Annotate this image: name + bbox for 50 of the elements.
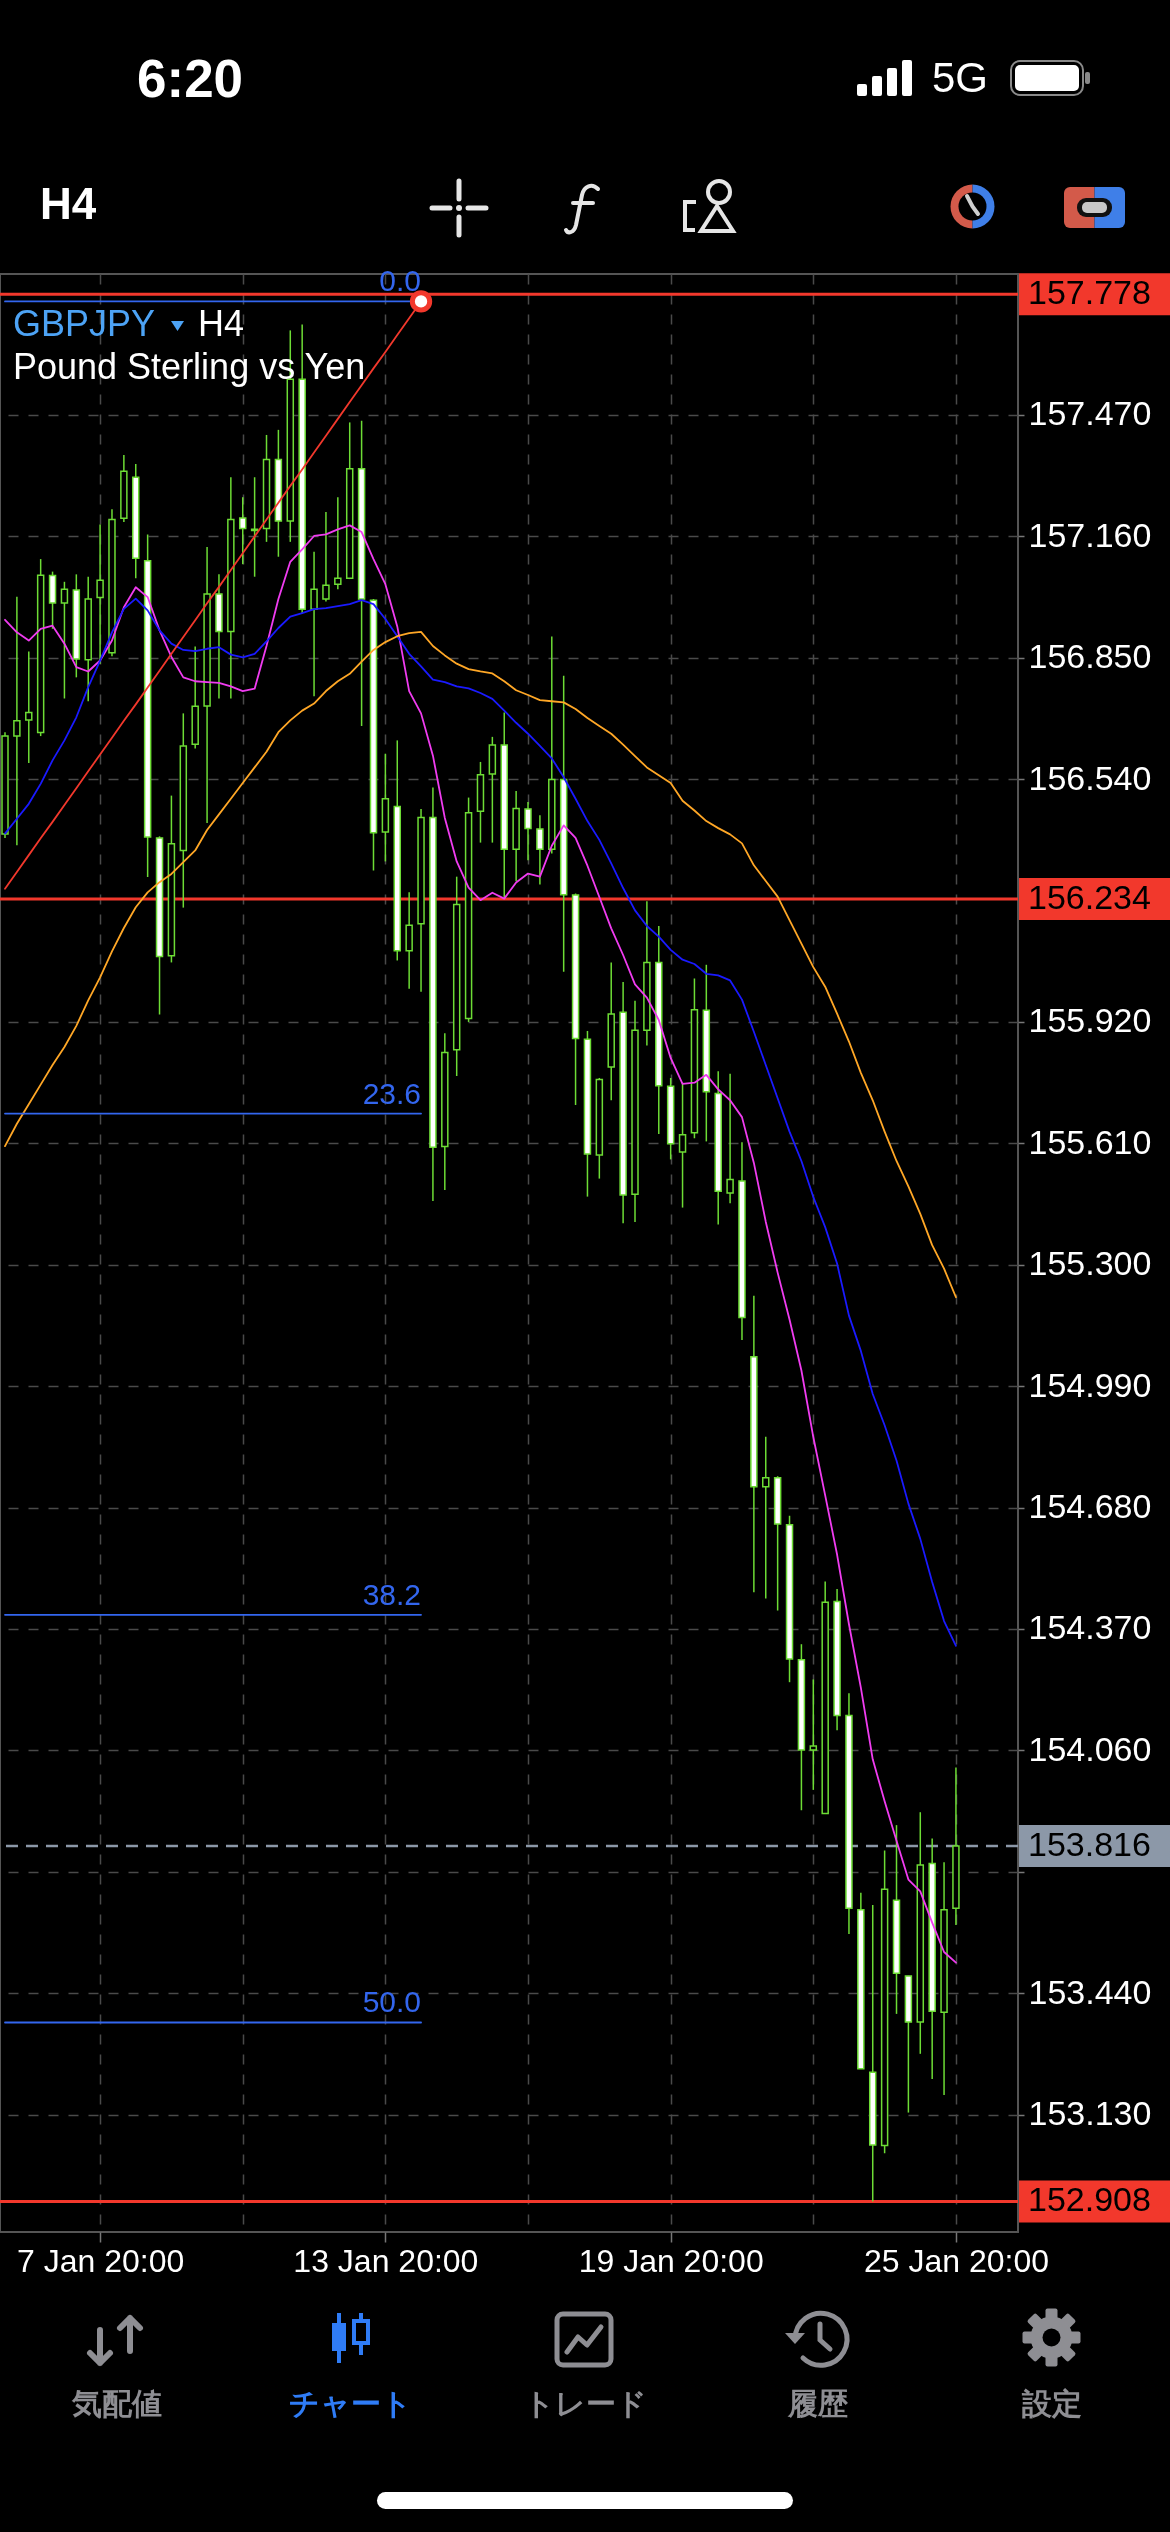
text: 履歴 <box>788 2387 848 2420</box>
candlestick <box>762 1435 770 1600</box>
ref-line-label: 152.908 <box>1028 2180 1151 2219</box>
x-tick-label: 13 Jan 20:00 <box>293 2242 479 2279</box>
y-tick-label: 154.990 <box>1028 1365 1152 1404</box>
candlestick <box>322 511 330 603</box>
line-series <box>4 524 957 1964</box>
candlestick <box>238 496 247 565</box>
text: 設定 <box>1022 2387 1082 2420</box>
y-tick-label: 153.440 <box>1028 1972 1152 2011</box>
y-tick-label: 157.160 <box>1028 515 1152 554</box>
candlestick <box>310 550 318 697</box>
candlestick <box>726 1072 734 1205</box>
candlestick <box>13 595 21 847</box>
x-tick-label: 7 Jan 20:00 <box>16 2242 185 2279</box>
candlestick <box>60 581 69 700</box>
ref-line-label: 157.778 <box>1028 273 1151 312</box>
y-tick-label: 155.920 <box>1028 1001 1152 1040</box>
y-tick-label: 157.470 <box>1028 394 1152 433</box>
y-tick-label: 155.610 <box>1028 1122 1152 1161</box>
series-label: 23.6 <box>362 1076 422 1110</box>
text: チャート <box>288 2387 412 2420</box>
text: 気配値 <box>72 2387 162 2420</box>
candlestick <box>96 523 104 665</box>
x-tick-label: 25 Jan 20:00 <box>863 2242 1049 2279</box>
y-tick-label: 154.680 <box>1028 1487 1152 1526</box>
series-label: 38.2 <box>362 1577 422 1611</box>
y-tick-label: 154.370 <box>1028 1608 1152 1647</box>
annotation: H4 <box>198 303 245 344</box>
candlestick <box>809 1678 818 1791</box>
candlestick <box>524 801 532 861</box>
y-tick-label: 153.130 <box>1028 2094 1152 2133</box>
candlestick <box>334 496 342 590</box>
x-tick-label: 19 Jan 20:00 <box>578 2242 764 2279</box>
text: GBPJPY <box>13 303 156 344</box>
ref-line-label: 153.816 <box>1028 1824 1151 1863</box>
y-tick-label: 155.300 <box>1028 1244 1152 1283</box>
text: 5G <box>932 54 989 101</box>
text: H4 <box>40 179 97 228</box>
series-label: 0.0 <box>379 264 422 298</box>
y-tick-label: 156.540 <box>1028 758 1152 797</box>
text: 6:20 <box>137 49 244 108</box>
y-tick-label: 156.850 <box>1028 637 1152 676</box>
candlestick <box>25 650 33 764</box>
text: トレード <box>523 2387 647 2420</box>
line-series <box>4 631 957 1299</box>
candlestick <box>536 814 544 886</box>
series-label: 50.0 <box>362 1985 422 2019</box>
y-tick-label: 154.060 <box>1028 1729 1152 1768</box>
ref-line-label: 156.234 <box>1028 877 1151 916</box>
